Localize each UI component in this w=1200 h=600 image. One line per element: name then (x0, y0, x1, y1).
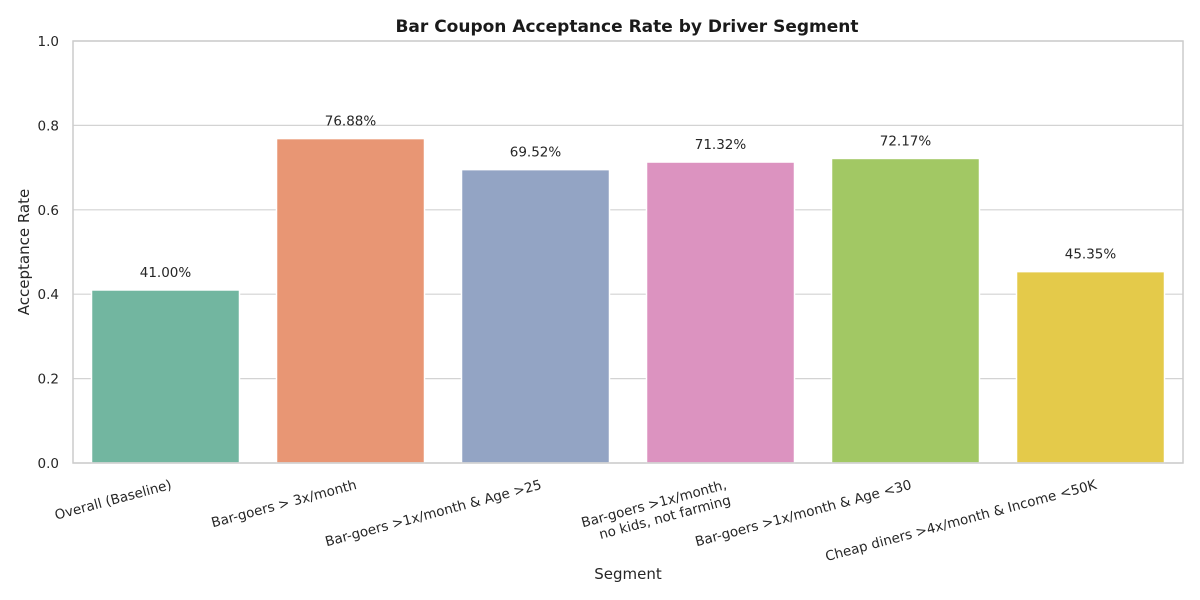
x-tick-label-line: Bar-goers > 3x/month (210, 477, 359, 531)
chart-title: Bar Coupon Acceptance Rate by Driver Seg… (395, 17, 858, 37)
x-tick-label: Bar-goers > 3x/month (210, 477, 359, 531)
bar (460, 168, 611, 464)
bar (830, 157, 981, 464)
bar (1015, 270, 1166, 464)
x-tick-labels: Overall (Baseline) Bar-goers > 3x/monthBa… (53, 477, 1099, 565)
data-label: 71.32% (695, 137, 747, 153)
y-tick-label: 0.8 (38, 118, 59, 134)
y-tick-labels: 0.0 0.2 0.4 0.6 0.8 1.0 (38, 34, 59, 472)
y-tick-label: 0.6 (38, 203, 59, 219)
plot-frame (72, 40, 1184, 464)
y-tick-label: 0.2 (38, 372, 59, 388)
data-label: 72.17% (880, 133, 932, 149)
x-axis-label: Segment (594, 565, 662, 583)
x-tick-label-line: Overall (Baseline) (53, 477, 173, 524)
bars (90, 137, 1166, 464)
y-tick-label: 1.0 (38, 34, 59, 50)
value-labels: 41.00% 76.88% 69.52% 71.32% 72.17% 45.35% (140, 114, 1117, 281)
y-tick-label: 0.4 (38, 287, 59, 303)
data-label: 41.00% (140, 265, 192, 281)
data-label: 69.52% (510, 145, 562, 161)
bar (90, 289, 241, 464)
data-label: 76.88% (325, 114, 377, 130)
bar (645, 161, 796, 464)
x-tick-label: Overall (Baseline) (53, 477, 173, 524)
y-tick-label: 0.0 (38, 456, 59, 472)
bar (275, 137, 426, 464)
y-axis-label: Acceptance Rate (15, 189, 33, 315)
data-label: 45.35% (1065, 247, 1117, 263)
